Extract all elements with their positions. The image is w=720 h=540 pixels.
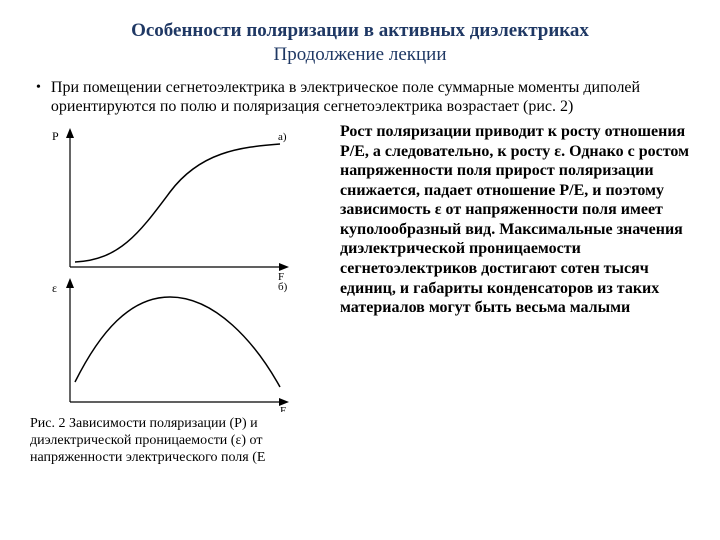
bullet-item: • При помещении сегнетоэлектрика в элект…: [30, 78, 690, 116]
page-title: Особенности поляризации в активных диэле…: [30, 20, 690, 42]
panel-b-y-label: ε: [52, 281, 57, 295]
panel-a-x-arrow: [279, 263, 289, 271]
side-text: Рост поляризации приводит к росту отноше…: [340, 122, 690, 466]
panel-b-y-arrow: [66, 278, 74, 288]
panel-a-y-arrow: [66, 128, 74, 138]
content-row: P а) F ε б) E Рис. 2 Зависимости поляриз…: [30, 122, 690, 466]
panel-a-y-label: P: [52, 129, 59, 143]
page-subtitle: Продолжение лекции: [30, 44, 690, 66]
bullet-marker: •: [36, 78, 41, 98]
figure-column: P а) F ε б) E Рис. 2 Зависимости поляриз…: [30, 122, 330, 466]
panel-b-label: б): [278, 281, 288, 293]
panel-b-curve: [75, 297, 280, 387]
bullet-text: При помещении сегнетоэлектрика в электри…: [51, 78, 690, 116]
figure-svg: P а) F ε б) E: [30, 122, 310, 412]
panel-b-x-label: E: [280, 405, 287, 412]
panel-a-curve: [75, 144, 280, 262]
figure-caption: Рис. 2 Зависимости поляризации (P) и диэ…: [30, 416, 330, 466]
panel-a-label: а): [278, 131, 287, 143]
